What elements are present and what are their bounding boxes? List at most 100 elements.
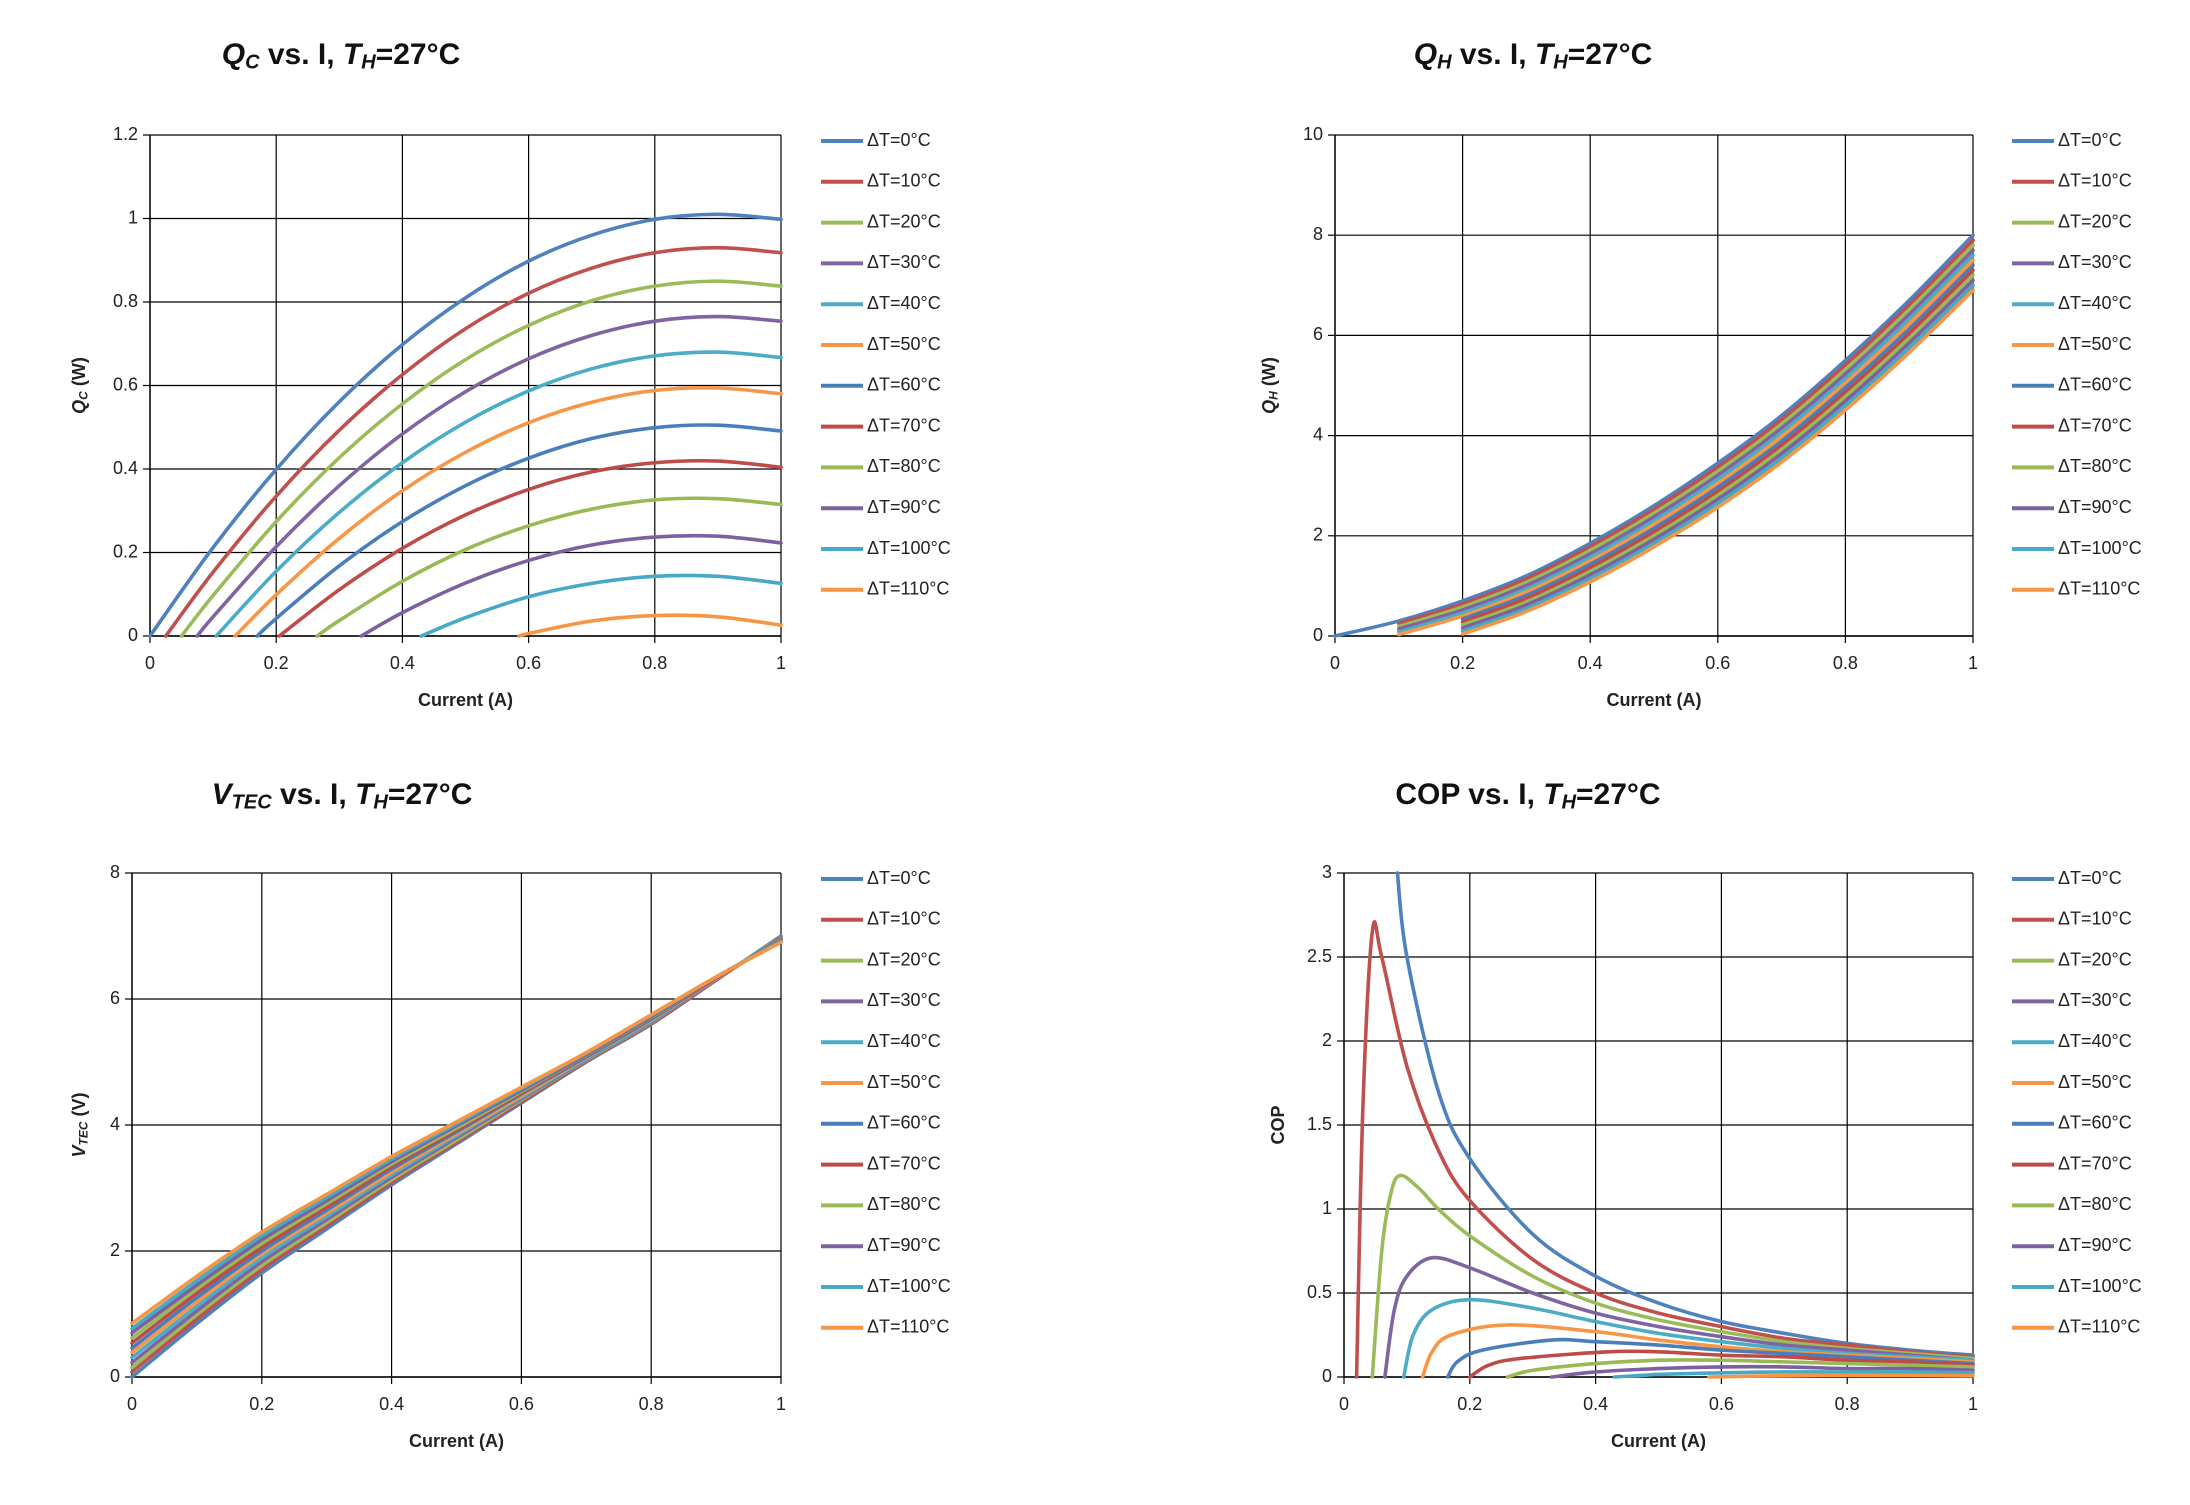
series-line [1397, 248, 1975, 631]
legend-label: ΔT=80°C [867, 1194, 941, 1214]
chart-title: QH vs. I, TH=27°C [1414, 38, 1653, 74]
series-line [1397, 238, 1975, 626]
x-tick-label: 0 [127, 1394, 137, 1414]
series-line [163, 245, 783, 638]
x-tick-label: 1 [776, 1394, 786, 1414]
y-tick-label: 8 [1313, 224, 1323, 244]
x-tick-label: 0 [145, 653, 155, 673]
legend-label: ΔT=10°C [867, 171, 941, 191]
x-tick-label: 0.2 [249, 1394, 274, 1414]
x-tick-label: 0.6 [509, 1394, 534, 1414]
legend-label: ΔT=70°C [2058, 1153, 2132, 1173]
x-tick-label: 0.8 [1833, 653, 1858, 673]
legend-label: ΔT=0°C [2058, 130, 2122, 150]
legend-label: ΔT=90°C [867, 497, 941, 517]
series-line [1505, 1358, 1975, 1379]
legend-label: ΔT=100°C [2058, 538, 2142, 558]
y-tick-label: 0.8 [113, 291, 138, 311]
x-axis-label: Current (A) [1607, 690, 1702, 710]
text-segment: =27°C [1576, 778, 1661, 811]
legend-label: ΔT=80°C [2058, 456, 2132, 476]
legend-label: ΔT=30°C [867, 252, 941, 272]
x-tick-label: 0 [1330, 653, 1340, 673]
x-tick-label: 1 [1968, 1394, 1978, 1414]
legend-label: ΔT=100°C [2058, 1276, 2142, 1296]
text-segment: vs. I, [260, 38, 343, 71]
chart-title: COP vs. I, TH=27°C [1395, 778, 1660, 814]
legend-label: ΔT=40°C [2058, 1031, 2132, 1051]
text-segment: T [1535, 38, 1556, 71]
x-tick-label: 0.4 [379, 1394, 404, 1414]
y-tick-label: 0.6 [113, 374, 138, 394]
series-line [419, 573, 783, 638]
text-segment: T [343, 38, 364, 71]
text-segment: C [245, 52, 260, 74]
legend-label: ΔT=90°C [867, 1235, 941, 1255]
x-axis-label: Current (A) [409, 1431, 504, 1451]
series-line [1397, 253, 1975, 634]
text-segment: Current (A) [1611, 1431, 1706, 1451]
x-tick-label: 0.8 [639, 1394, 664, 1414]
x-tick-label: 1 [1968, 653, 1978, 673]
text-segment: H [1267, 391, 1281, 400]
text-segment: (V) [69, 1092, 89, 1121]
text-segment: TEC [77, 1121, 91, 1145]
legend-label: ΔT=110°C [867, 1317, 949, 1337]
y-axis-label: COP [1268, 1105, 1288, 1144]
text-segment: (W) [69, 357, 89, 391]
legend-label: ΔT=30°C [2058, 990, 2132, 1010]
text-segment: Q [1414, 38, 1437, 71]
legend-label: ΔT=50°C [867, 334, 941, 354]
legend-label: ΔT=110°C [867, 579, 949, 599]
y-tick-label: 2.5 [1307, 946, 1332, 966]
x-axis-label: Current (A) [418, 690, 513, 710]
legend-label: ΔT=40°C [2058, 293, 2132, 313]
text-segment: =27°C [388, 778, 473, 811]
series-line [1333, 233, 1975, 638]
y-tick-label: 0 [1313, 625, 1323, 645]
series-line [130, 940, 783, 1326]
legend-label: ΔT=20°C [2058, 949, 2132, 969]
series-line [1383, 1255, 1975, 1379]
y-tick-label: 2 [1322, 1030, 1332, 1050]
series-line [233, 386, 783, 638]
text-segment: COP [1268, 1105, 1288, 1144]
text-segment: (W) [1259, 357, 1279, 391]
legend-label: ΔT=60°C [2058, 1113, 2132, 1133]
x-tick-label: 0.2 [1450, 653, 1475, 673]
series-line [359, 533, 783, 638]
series-line [1612, 1370, 1975, 1379]
legend-label: ΔT=40°C [867, 293, 941, 313]
x-tick-label: 0.4 [390, 653, 415, 673]
legend-label: ΔT=20°C [2058, 211, 2132, 231]
chart: COP vs. I, TH=27°C 0 0.5 1 1.5 2 2.5 3 0 0.2 0.4 0.… [1268, 778, 2142, 1451]
legend-label: ΔT=50°C [2058, 1072, 2132, 1092]
x-tick-label: 0.8 [642, 653, 667, 673]
series-line [1460, 268, 1975, 624]
series-line [1549, 1364, 1975, 1379]
text-segment: V [69, 1144, 89, 1158]
legend-label: ΔT=20°C [867, 211, 941, 231]
text-segment: Current (A) [409, 1431, 504, 1451]
legend-label: ΔT=70°C [2058, 415, 2132, 435]
legend-label: ΔT=60°C [867, 1113, 941, 1133]
series-line [1707, 1373, 1975, 1379]
y-axis-label: QH (W) [1259, 357, 1281, 414]
x-tick-label: 0.6 [1705, 653, 1730, 673]
text-segment: Current (A) [418, 690, 513, 710]
legend-label: ΔT=40°C [867, 1031, 941, 1051]
legend-label: ΔT=90°C [2058, 1235, 2132, 1255]
y-tick-label: 0 [128, 625, 138, 645]
series-line [255, 423, 783, 638]
y-tick-label: 4 [1313, 424, 1323, 444]
y-tick-label: 2 [1313, 525, 1323, 545]
text-segment: Q [69, 400, 89, 414]
series-line [1370, 1173, 1975, 1379]
y-tick-label: 2 [110, 1240, 120, 1260]
legend-label: ΔT=80°C [867, 456, 941, 476]
chart: QC vs. I, TH=27°C00.20.40.60.811.20 0.2 0.… [69, 38, 951, 710]
legend-label: ΔT=20°C [867, 949, 941, 969]
